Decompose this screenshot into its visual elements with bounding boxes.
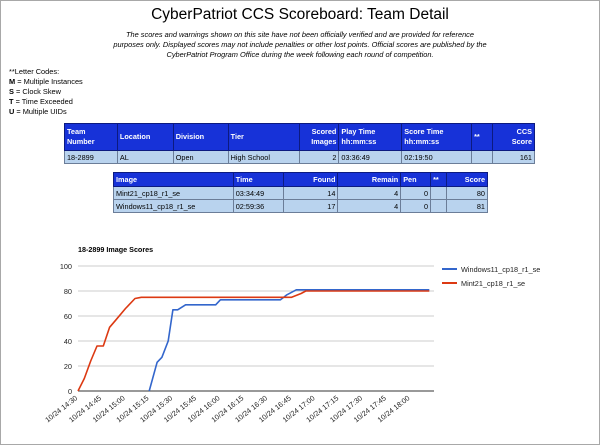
column-header-time: Time: [232, 172, 284, 187]
column-header-warnings: **: [430, 172, 448, 187]
table-row: Mint21_cp18_r1_se 03:34:49 14 4 0 80: [113, 186, 488, 200]
column-header-location: Location: [116, 123, 174, 151]
chart-title: 18-2899 Image Scores: [78, 245, 154, 254]
column-header-score: Score: [446, 172, 488, 187]
letter-code: S: [9, 87, 14, 96]
cell-location: AL: [116, 150, 174, 164]
letter-code: M: [9, 77, 16, 86]
letter-code-item: M = Multiple Instances: [9, 77, 83, 87]
letter-code: U: [9, 107, 15, 116]
column-header-team-number: Team Number: [64, 123, 118, 151]
table-row: 18-2899 AL Open High School 2 03:36:49 0…: [64, 150, 535, 164]
table-row: Windows11_cp18_r1_se 02:59:36 17 4 0 81: [113, 199, 488, 213]
cell-tier: High School: [227, 150, 301, 164]
column-header-ccs-score: CCS Score: [492, 123, 535, 151]
column-header-remain: Remain: [337, 172, 402, 187]
series-line: [77, 290, 430, 392]
cell-time: 03:34:49: [232, 186, 284, 200]
cell-score-time: 02:19:50: [401, 150, 473, 164]
letter-codes-heading: **Letter Codes:: [9, 67, 60, 76]
cell-scored-images: 2: [299, 150, 340, 164]
y-tick-label: 60: [64, 312, 72, 321]
cell-team-number: 18-2899: [64, 150, 118, 164]
cell-warnings: [430, 186, 448, 200]
column-header-play-time: Play Time hh:mm:ss: [338, 123, 403, 151]
cell-found: 14: [282, 186, 339, 200]
letter-code-item: S = Clock Skew: [9, 87, 83, 97]
image-scores-table: Image Time Found Remain Pen ** Score Min…: [113, 172, 488, 213]
letter-codes-legend: **Letter Codes: M = Multiple Instances S…: [9, 67, 83, 117]
column-header-image: Image: [113, 172, 234, 187]
team-summary-table: Team Number Location Division Tier Score…: [64, 123, 535, 164]
series-line: [148, 288, 430, 392]
column-header-warnings: **: [471, 123, 494, 151]
cell-score: 81: [446, 199, 488, 213]
column-header-scored-images: Scored Images: [299, 123, 340, 151]
page-title: CyberPatriot CCS Scoreboard: Team Detail: [151, 6, 449, 23]
cell-found: 17: [282, 199, 339, 213]
legend-label: Mint21_cp18_r1_se: [461, 279, 525, 288]
letter-code-label: = Multiple Instances: [15, 77, 83, 86]
cell-warnings: [471, 150, 494, 164]
letter-code-item: T = Time Exceeded: [9, 97, 83, 107]
cell-time: 02:59:36: [232, 199, 284, 213]
y-tick-label: 0: [68, 387, 72, 396]
cell-ccs-score: 161: [492, 150, 535, 164]
y-tick-label: 40: [64, 337, 72, 346]
disclaimer-text: The scores and warnings shown on this si…: [113, 30, 487, 59]
letter-code: T: [9, 97, 14, 106]
letter-code-label: = Multiple UIDs: [14, 107, 67, 116]
column-header-penalties: Pen: [400, 172, 432, 187]
cell-penalties: 0: [400, 199, 432, 213]
cell-image: Mint21_cp18_r1_se: [113, 186, 234, 200]
column-header-found: Found: [282, 172, 339, 187]
letter-code-item: U = Multiple UIDs: [9, 107, 83, 117]
legend-label: Windows11_cp18_r1_se: [461, 265, 540, 274]
letter-code-label: = Time Exceeded: [13, 97, 73, 106]
cell-play-time: 03:36:49: [338, 150, 403, 164]
table-header-row: Image Time Found Remain Pen ** Score: [113, 172, 488, 187]
cell-score: 80: [446, 186, 488, 200]
column-header-tier: Tier: [227, 123, 301, 151]
cell-warnings: [430, 199, 448, 213]
y-tick-label: 100: [60, 262, 72, 271]
cell-image: Windows11_cp18_r1_se: [113, 199, 234, 213]
cell-division: Open: [172, 150, 229, 164]
letter-code-label: = Clock Skew: [13, 87, 61, 96]
cell-penalties: 0: [400, 186, 432, 200]
y-tick-label: 80: [64, 287, 72, 296]
y-tick-label: 20: [64, 362, 72, 371]
column-header-score-time: Score Time hh:mm:ss: [401, 123, 473, 151]
table-header-row: Team Number Location Division Tier Score…: [64, 123, 535, 151]
column-header-division: Division: [172, 123, 229, 151]
cell-remain: 4: [337, 186, 402, 200]
cell-remain: 4: [337, 199, 402, 213]
